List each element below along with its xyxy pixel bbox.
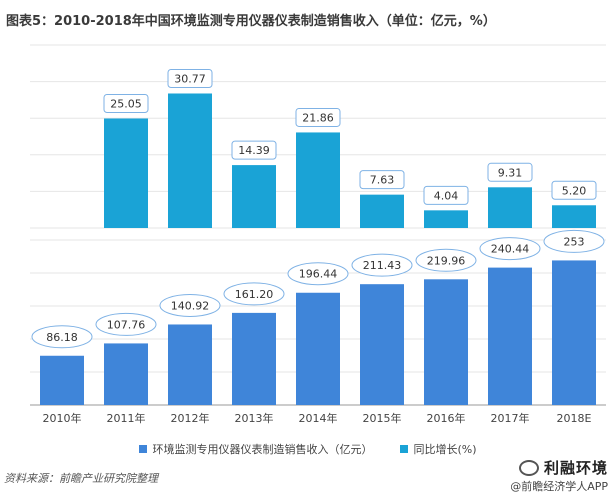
x-tick-label: 2016年 xyxy=(427,411,466,425)
growth-data-label: 7.63 xyxy=(370,174,395,187)
x-tick-label: 2014年 xyxy=(299,411,338,425)
legend-item-growth: 同比增长(%) xyxy=(400,441,477,457)
revenue-data-label: 107.76 xyxy=(107,318,146,331)
revenue-bar xyxy=(552,260,596,405)
x-tick-label: 2010年 xyxy=(43,411,82,425)
revenue-data-label: 253 xyxy=(564,235,585,248)
chart-title: 图表5：2010-2018年中国环境监测专用仪器仪表制造销售收入（单位：亿元，%… xyxy=(6,14,496,29)
growth-label-box xyxy=(551,180,597,200)
revenue-bar xyxy=(104,343,148,405)
revenue-label-bubble xyxy=(543,229,605,253)
growth-data-label: 21.86 xyxy=(302,111,334,124)
revenue-label-bubble xyxy=(159,293,221,317)
x-tick-label: 2011年 xyxy=(107,411,146,425)
revenue-label-bubble xyxy=(95,312,157,336)
growth-bar xyxy=(360,194,404,228)
growth-bar xyxy=(552,205,596,228)
legend-label-revenue: 环境监测专用仪器仪表制造销售收入（亿元） xyxy=(152,443,373,456)
revenue-bar xyxy=(360,284,404,405)
revenue-label-bubble xyxy=(351,253,413,277)
legend-item-revenue: 环境监测专用仪器仪表制造销售收入（亿元） xyxy=(139,441,372,457)
growth-data-label: 30.77 xyxy=(174,72,206,85)
revenue-label-bubble xyxy=(479,237,541,261)
growth-bar xyxy=(232,165,276,228)
brand-name: 利融环境 xyxy=(510,457,608,478)
revenue-data-label: 240.44 xyxy=(491,243,530,256)
revenue-bar xyxy=(232,312,276,405)
x-tick-label: 2013年 xyxy=(235,411,274,425)
revenue-label-bubble xyxy=(31,325,93,349)
growth-bar xyxy=(488,187,532,228)
revenue-bar xyxy=(40,355,84,405)
growth-label-box xyxy=(103,93,149,113)
revenue-data-label: 219.96 xyxy=(427,254,466,267)
revenue-data-label: 161.20 xyxy=(235,288,274,301)
revenue-data-label: 140.92 xyxy=(171,299,210,312)
x-tick-label: 2015年 xyxy=(363,411,402,425)
x-tick-label: 2017年 xyxy=(491,411,530,425)
chart-legend: 环境监测专用仪器仪表制造销售收入（亿元） 同比增长(%) xyxy=(0,440,616,458)
growth-data-label: 4.04 xyxy=(434,189,459,202)
revenue-data-label: 196.44 xyxy=(299,268,338,281)
growth-label-box xyxy=(359,170,405,190)
brand-text: 利融环境 xyxy=(543,459,608,477)
source-note: 资料来源：前瞻产业研究院整理 xyxy=(4,472,158,485)
revenue-bar xyxy=(424,279,468,405)
revenue-bar xyxy=(488,267,532,405)
x-tick-label: 2012年 xyxy=(171,411,210,425)
growth-label-box xyxy=(487,162,533,182)
revenue-data-label: 86.18 xyxy=(46,331,78,344)
revenue-bar xyxy=(168,324,212,405)
revenue-label-bubble xyxy=(287,262,349,286)
growth-bar xyxy=(104,118,148,228)
growth-data-label: 14.39 xyxy=(238,144,270,157)
growth-data-label: 25.05 xyxy=(110,97,142,110)
growth-bar xyxy=(424,210,468,228)
x-tick-label: 2018E xyxy=(557,412,592,425)
app-credit: @前瞻经济学人APP xyxy=(510,480,608,493)
footer-branding: 利融环境 @前瞻经济学人APP xyxy=(510,457,608,494)
legend-swatch-revenue xyxy=(139,445,148,453)
revenue-bar xyxy=(296,292,340,405)
growth-label-box xyxy=(423,185,469,205)
revenue-label-bubble xyxy=(223,282,285,306)
growth-label-box xyxy=(295,107,341,127)
growth-bar xyxy=(168,93,212,228)
wechat-icon xyxy=(518,459,539,476)
legend-swatch-growth xyxy=(400,445,409,453)
legend-label-growth: 同比增长(%) xyxy=(413,443,477,456)
chart-canvas: 86.18 2010年 25.05 107.76 2011年 30.77 140.92 201… xyxy=(30,44,606,425)
growth-label-box xyxy=(167,68,213,88)
growth-data-label: 5.20 xyxy=(562,184,587,197)
growth-bar xyxy=(296,132,340,228)
revenue-label-bubble xyxy=(415,248,477,272)
growth-data-label: 9.31 xyxy=(498,166,523,179)
growth-label-box xyxy=(231,140,277,160)
revenue-data-label: 211.43 xyxy=(363,259,402,272)
